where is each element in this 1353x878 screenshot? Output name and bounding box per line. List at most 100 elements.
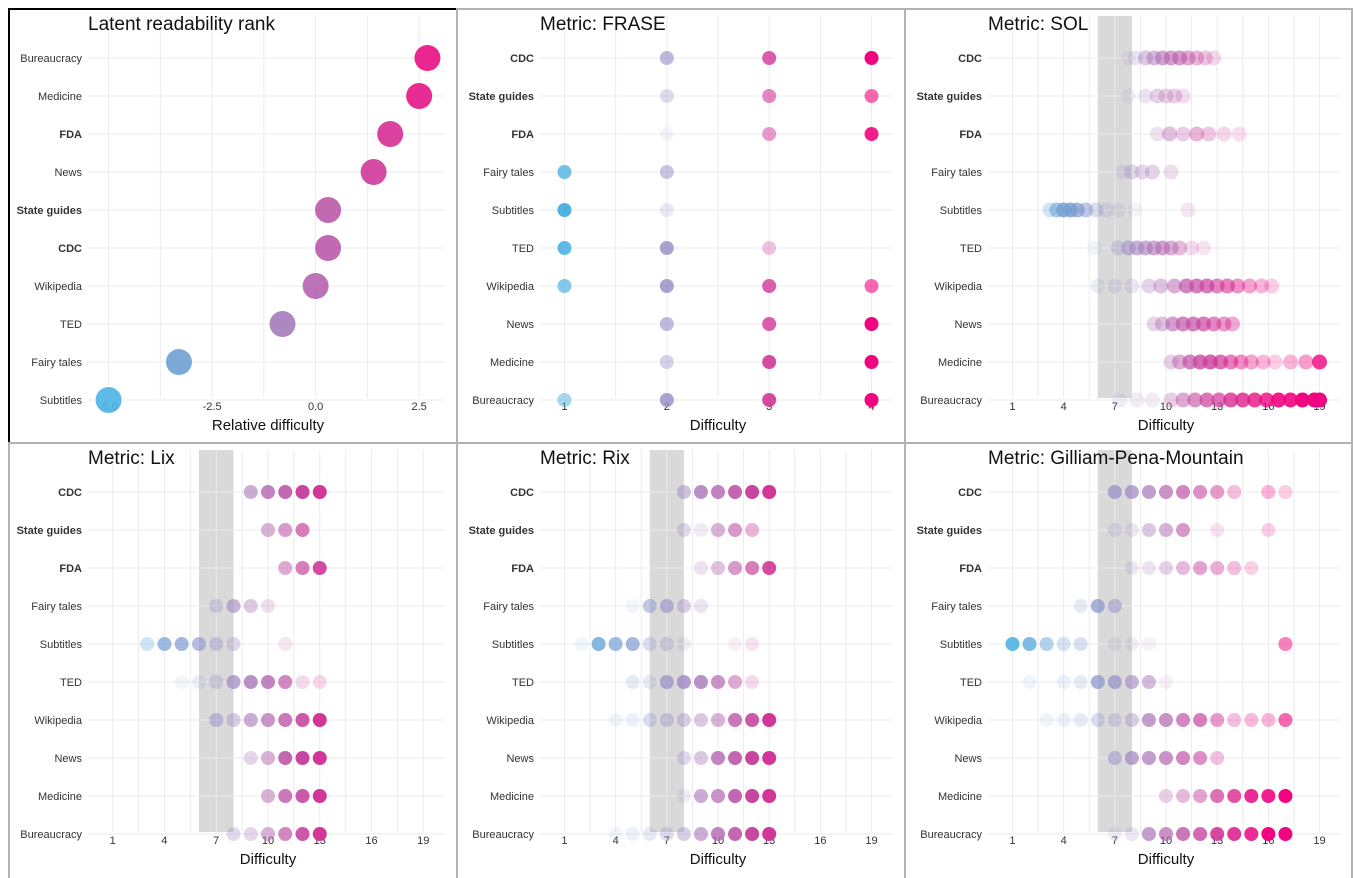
- data-point-bureaucracy: [1283, 392, 1299, 408]
- data-point-subtitles: [1039, 637, 1054, 651]
- data-point-cdc: [1278, 485, 1293, 499]
- data-point-subtitles: [676, 637, 691, 651]
- data-point-medicine: [278, 789, 293, 803]
- data-point-wikipedia: [1176, 713, 1191, 727]
- category-label-wikipedia: Wikipedia: [486, 715, 535, 727]
- category-label-subtitles: Subtitles: [940, 639, 983, 651]
- data-point-subtitles: [1078, 202, 1094, 218]
- x-tick-label: 4: [1061, 401, 1067, 413]
- data-point-cdc: [676, 485, 691, 499]
- x-tick-label: 19: [1313, 835, 1325, 847]
- category-label-cdc: CDC: [958, 487, 982, 499]
- data-point-state-guides: [1175, 88, 1191, 104]
- data-point-wikipedia: [1278, 713, 1293, 727]
- chart-title: Metric: FRASE: [540, 14, 666, 35]
- data-point-fda: [1210, 561, 1225, 575]
- panel-frase: Metric: FRASE Bureaucracy Medicine News Wiki…: [456, 8, 906, 444]
- data-point-bureaucracy: [278, 827, 293, 841]
- data-point-subtitles: [625, 637, 640, 651]
- data-point-ted: [226, 675, 241, 689]
- data-point-wikipedia: [1107, 713, 1122, 727]
- data-point-subtitles: [1141, 637, 1156, 651]
- chart-lix-svg: Metric: Lix Bureaucracy Medicine News Wikipe…: [17, 448, 444, 868]
- category-label-ted: TED: [960, 677, 982, 689]
- data-point-subtitles: [140, 637, 155, 651]
- category-label-fairy-tales: Fairy tales: [31, 601, 82, 613]
- chart-title: Latent readability rank: [88, 14, 275, 35]
- data-point-state-guides: [676, 523, 691, 537]
- data-point-subtitles: [659, 637, 674, 651]
- category-label-wikipedia: Wikipedia: [34, 281, 83, 293]
- data-point-cdc: [1227, 485, 1242, 499]
- data-point-fda: [1149, 126, 1165, 142]
- category-label-ted: TED: [60, 319, 82, 331]
- data-point-news: [659, 317, 674, 331]
- data-point-wikipedia: [1073, 713, 1088, 727]
- category-label-fairy-tales: Fairy tales: [931, 601, 982, 613]
- data-point-ted: [1159, 675, 1173, 689]
- data-point-ted: [269, 311, 296, 337]
- data-point-subtitles: [209, 637, 224, 651]
- data-point-fairy-tales: [165, 349, 192, 375]
- data-point-wikipedia: [209, 713, 224, 727]
- data-point-news: [864, 317, 879, 331]
- data-point-news: [762, 317, 777, 331]
- data-point-wikipedia: [864, 279, 879, 293]
- data-point-cdc: [762, 485, 777, 499]
- category-label-cdc: CDC: [58, 243, 82, 255]
- data-point-medicine: [312, 789, 327, 803]
- data-point-ted: [659, 675, 674, 689]
- category-label-wikipedia: Wikipedia: [486, 281, 535, 293]
- data-point-fda: [745, 561, 760, 575]
- category-label-state-guides: State guides: [917, 91, 982, 103]
- data-point-state-guides: [1159, 523, 1173, 537]
- x-tick-label: 1: [561, 401, 567, 413]
- data-point-fairy-tales: [693, 599, 708, 613]
- category-label-subtitles: Subtitles: [492, 639, 535, 651]
- data-point-fairy-tales: [1107, 599, 1122, 613]
- data-point-wikipedia: [1261, 713, 1276, 727]
- x-tick-label: 1: [110, 835, 116, 847]
- data-point-cdc: [1180, 50, 1196, 66]
- data-point-bureaucracy: [1144, 392, 1160, 408]
- data-point-state-guides: [315, 197, 342, 223]
- data-point-ted: [295, 675, 310, 689]
- data-point-bureaucracy: [1294, 392, 1310, 408]
- data-point-state-guides: [762, 89, 777, 103]
- data-point-cdc: [659, 51, 674, 65]
- data-point-ted: [209, 675, 224, 689]
- chart-title: Metric: SOL: [988, 14, 1088, 35]
- data-point-wikipedia: [1167, 278, 1183, 294]
- category-label-cdc: CDC: [510, 487, 534, 499]
- data-point-news: [1107, 751, 1122, 765]
- category-label-news: News: [954, 319, 982, 331]
- data-point-medicine: [864, 355, 879, 369]
- x-axis-label: Relative difficulty: [212, 417, 325, 434]
- category-label-fda: FDA: [959, 563, 982, 575]
- data-point-bureaucracy: [676, 827, 691, 841]
- data-point-medicine: [745, 789, 760, 803]
- data-point-medicine: [1261, 789, 1276, 803]
- data-point-cdc: [762, 51, 777, 65]
- data-point-bureaucracy: [1159, 827, 1173, 841]
- data-point-fda: [1216, 126, 1232, 142]
- data-point-state-guides: [745, 523, 760, 537]
- data-point-state-guides: [261, 523, 275, 537]
- data-point-cdc: [864, 51, 879, 65]
- data-point-bureaucracy: [608, 827, 623, 841]
- data-point-subtitles: [1056, 637, 1071, 651]
- data-point-fda: [1231, 126, 1247, 142]
- data-point-bureaucracy: [659, 827, 674, 841]
- category-label-medicine: Medicine: [38, 91, 82, 103]
- data-point-subtitles: [95, 387, 122, 413]
- data-point-bureaucracy: [1124, 827, 1139, 841]
- category-label-fairy-tales: Fairy tales: [483, 167, 534, 179]
- data-point-medicine: [1244, 789, 1259, 803]
- data-point-wikipedia: [1124, 713, 1139, 727]
- data-point-fda: [762, 127, 777, 141]
- data-point-fda: [312, 561, 327, 575]
- data-point-bureaucracy: [1112, 392, 1128, 408]
- data-point-news: [360, 159, 387, 185]
- data-point-wikipedia: [659, 279, 674, 293]
- data-point-ted: [1163, 240, 1179, 256]
